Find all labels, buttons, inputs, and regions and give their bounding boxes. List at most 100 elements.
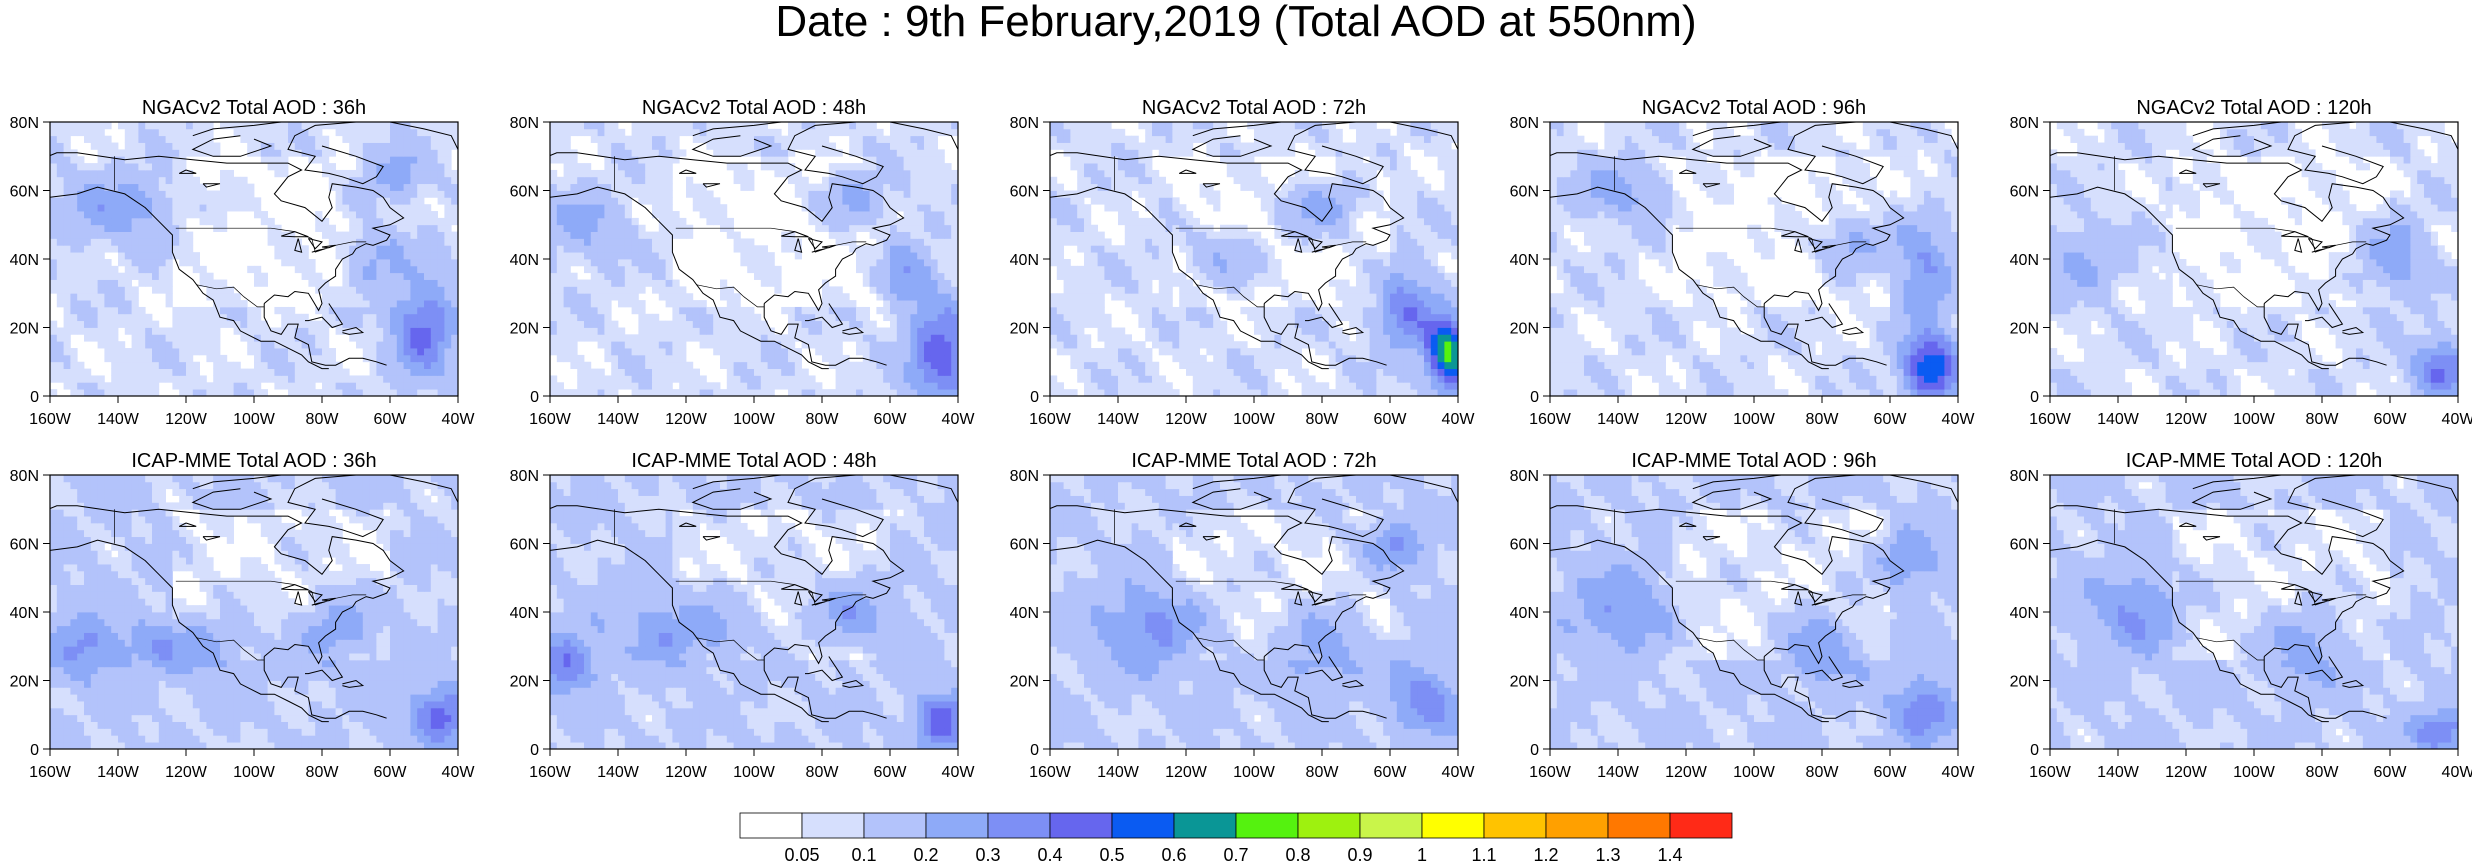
lon-tick-label: 60W (1874, 764, 1908, 781)
coastline (1842, 326, 1865, 335)
lake-outline (781, 584, 809, 591)
coastline (763, 303, 887, 366)
lake-outline (1678, 522, 1697, 527)
coastline (2305, 656, 2344, 682)
lake-outline (2281, 231, 2309, 238)
lake-outline (2307, 238, 2323, 250)
lon-tick-label: 80W (1306, 411, 1340, 428)
coastline (1389, 122, 1458, 150)
lat-tick-label: 40N (10, 252, 39, 269)
coastline (1389, 475, 1458, 503)
coastline (763, 656, 887, 719)
lake-outline (307, 238, 323, 250)
coastline (389, 122, 458, 150)
lat-tick-label: 40N (1510, 605, 1539, 622)
lat-tick-label: 20N (1010, 674, 1039, 691)
panel-title: NGACv2 Total AOD : 36h (142, 97, 366, 119)
lon-tick-label: 120W (2165, 411, 2208, 428)
lon-tick-label: 120W (665, 764, 708, 781)
lake-outline (202, 536, 221, 541)
aod-field (1050, 122, 1458, 396)
coastline (805, 656, 844, 682)
lat-tick-label: 0 (1530, 389, 1539, 406)
lon-tick-label: 140W (97, 764, 140, 781)
lat-tick-label: 0 (1030, 742, 1039, 759)
coastline (1889, 475, 1958, 503)
country-border (2196, 284, 2265, 308)
colorbar-swatch (987, 812, 1051, 839)
lake-outline (1702, 183, 1721, 188)
lon-tick-label: 100W (2233, 764, 2276, 781)
coastline (2263, 656, 2387, 719)
lake-outline (2294, 238, 2303, 253)
lat-tick-label: 60N (10, 537, 39, 554)
country-border (675, 227, 867, 253)
lon-tick-label: 140W (1097, 764, 1140, 781)
lon-tick-label: 40W (442, 411, 476, 428)
country-border (1175, 580, 1367, 606)
coastline (2389, 122, 2458, 150)
lake-outline (794, 238, 803, 253)
lat-tick-label: 20N (10, 321, 39, 338)
lat-tick-label: 20N (1510, 321, 1539, 338)
coastline (305, 303, 344, 329)
lon-tick-label: 40W (1942, 411, 1976, 428)
country-border (675, 580, 867, 606)
coastline (2389, 475, 2458, 503)
lake-outline (1294, 591, 1303, 606)
map-panel: ICAP-MME Total AOD : 36h 160W 140W 120W 100W… (10, 450, 476, 781)
lat-tick-label: 40N (1510, 252, 1539, 269)
lon-tick-label: 140W (97, 411, 140, 428)
lat-tick-label: 0 (2030, 742, 2039, 759)
colorbar-swatch (863, 812, 927, 839)
lat-tick-label: 0 (530, 389, 539, 406)
colorbar-swatch (1111, 812, 1175, 839)
coastline (1550, 505, 1905, 665)
coastline (192, 122, 284, 137)
coastline (389, 475, 458, 503)
lake-outline (807, 591, 823, 603)
coastline (1787, 122, 1884, 185)
map-panel: ICAP-MME Total AOD : 72h 160W 140W 120W 100W… (1010, 450, 1476, 781)
lat-tick-label: 20N (10, 674, 39, 691)
lake-outline (1202, 536, 1221, 541)
lat-tick-label: 40N (1010, 605, 1039, 622)
lat-tick-label: 60N (1510, 537, 1539, 554)
coastline (1050, 539, 1329, 723)
panel-title: NGACv2 Total AOD : 96h (1642, 97, 1866, 119)
coastline (1192, 122, 1284, 137)
lon-tick-label: 80W (306, 411, 340, 428)
coastline (1805, 656, 1844, 682)
lat-tick-label: 20N (510, 674, 539, 691)
coastline (2050, 539, 2329, 723)
coastline (1305, 303, 1344, 329)
coastline (192, 475, 284, 490)
lake-outline (2202, 183, 2221, 188)
panel-title: ICAP-MME Total AOD : 120h (2126, 450, 2382, 472)
lon-tick-label: 160W (1029, 411, 1072, 428)
coastline (1692, 475, 1784, 490)
coastline (550, 186, 829, 370)
coastline (342, 326, 365, 335)
lon-tick-label: 120W (1665, 764, 1708, 781)
panel-title: ICAP-MME Total AOD : 96h (1631, 450, 1876, 472)
coastlines (1550, 475, 1958, 723)
country-border (196, 637, 265, 661)
lat-tick-label: 20N (2010, 321, 2039, 338)
colorbar-label: 1.4 (1657, 845, 1682, 862)
lon-tick-label: 140W (1597, 411, 1640, 428)
country-border (1675, 580, 1867, 606)
lon-tick-label: 40W (2442, 411, 2472, 428)
coastline (2192, 475, 2284, 490)
coastline (842, 679, 865, 688)
coastlines (2050, 475, 2458, 723)
coastline (287, 475, 384, 538)
aod-field (2050, 122, 2458, 396)
colorbar-swatch (1483, 812, 1547, 839)
lat-tick-label: 60N (1010, 184, 1039, 201)
coastline (550, 505, 905, 665)
coastline (50, 505, 405, 665)
map-panel: NGACv2 Total AOD : 36h 160W 140W 120W 100W 80… (10, 97, 476, 428)
lon-tick-label: 40W (442, 764, 476, 781)
